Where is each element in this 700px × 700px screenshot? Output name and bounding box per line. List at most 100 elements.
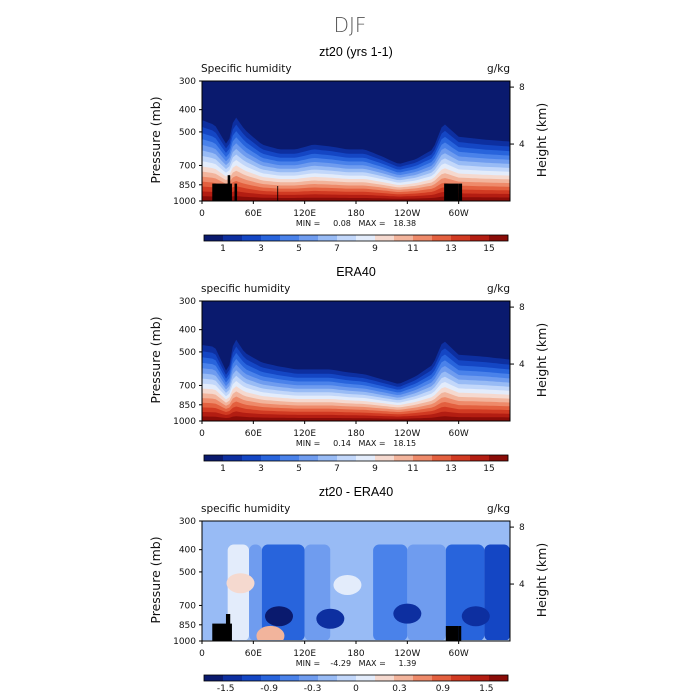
y-tick-label: 850 [179,181,196,191]
y-tick-label: 700 [179,601,196,611]
colorbar-swatch [394,455,414,461]
colorbar-swatch [204,455,224,461]
panel-difference: zt20 - ERA40 specific humidity g/kg Pres… [148,485,549,694]
left-label: specific humidity [201,503,290,515]
y2-tick-label: 4 [519,140,525,150]
topography-mask [458,626,462,641]
contour-blob [265,606,293,627]
colorbar-label: 11 [407,244,418,254]
topography-mask [458,183,463,201]
y-axis-label: Pressure (mb) [148,96,163,183]
colorbar-swatch [432,455,452,461]
contour-band [249,544,262,641]
y-tick-label: 300 [179,517,196,527]
colorbar-swatch [261,455,281,461]
x-tick-label: 120E [293,209,316,219]
colorbar-swatch [356,675,376,681]
colorbar-label: 0.3 [392,684,406,694]
y-tick-label: 850 [179,621,196,631]
x-tick-label: 60W [448,429,468,439]
x-tick-label: 0 [199,429,205,439]
colorbar-frame [203,674,509,682]
colorbar-label: 13 [445,464,456,474]
colorbar-swatch [394,235,414,241]
units-label: g/kg [487,283,510,295]
colorbar-swatch [489,235,509,241]
topography-mask [227,175,231,201]
y-tick-label: 700 [179,161,196,171]
colorbar-swatch [299,455,319,461]
contour-blob [256,625,285,641]
colorbar-swatch [413,455,433,461]
topography-mask [445,626,459,641]
panel-era40: ERA40 specific humidity g/kg Pressure (m… [148,265,549,474]
y-tick-label: 700 [179,381,196,391]
contour-band [202,416,510,421]
left-label: Specific humidity [201,63,292,75]
colorbar-label: 3 [258,464,264,474]
colorbar-swatch [261,675,281,681]
colorbar-label: -0.3 [304,684,322,694]
y2-tick-label: 8 [519,303,525,313]
colorbar-swatch [337,455,357,461]
colorbar-swatch [318,675,338,681]
panel-title: zt20 - ERA40 [319,485,393,499]
colorbar-label: 5 [296,464,302,474]
colorbar-label: 15 [483,464,494,474]
y-tick-label: 1000 [173,197,196,207]
contour-band [202,639,510,641]
colorbar-label: 0 [353,684,359,694]
contour-blob [393,603,422,624]
colorbar-label: 1 [220,464,226,474]
y2-tick-label: 8 [519,523,525,533]
colorbar-swatch [375,455,395,461]
panel-title: zt20 (yrs 1-1) [319,45,393,59]
y-tick-label: 1000 [173,417,196,427]
topography-mask [225,614,231,641]
colorbar-swatch [299,675,319,681]
y-tick-label: 300 [179,297,196,307]
y2-axis-label: Height (km) [534,543,549,617]
panel-title: ERA40 [336,265,376,279]
contour-band [373,544,408,641]
colorbar-label: 1 [220,244,226,254]
colorbar-swatch [223,455,243,461]
colorbar-label: 5 [296,244,302,254]
x-tick-label: 0 [199,649,205,659]
min-max-text: MIN = 0.14 MAX = 18.15 [296,439,416,448]
y-tick-label: 500 [179,568,196,578]
x-tick-label: 60E [245,649,262,659]
colorbar-swatch [432,675,452,681]
x-tick-label: 0 [199,209,205,219]
colorbar-swatch [280,455,300,461]
colorbar-swatch [356,235,376,241]
colorbar-label: 15 [483,244,494,254]
figure-title: DJF [334,13,367,37]
colorbar-swatch [318,455,338,461]
colorbar-swatch [413,675,433,681]
colorbar-swatch [451,455,471,461]
x-tick-label: 60W [448,209,468,219]
colorbar-swatch [337,235,357,241]
colorbar-label: -0.9 [260,684,278,694]
topography-mask [277,186,279,201]
colorbar-label: 13 [445,244,456,254]
colorbar-swatch [470,235,490,241]
colorbar-frame [203,454,509,462]
panel-zt20: zt20 (yrs 1-1) Specific humidity g/kg Pr… [148,45,549,254]
colorbar-swatch [375,235,395,241]
min-max-text: MIN = -4.29 MAX = 1.39 [296,659,417,668]
y2-axis-label: Height (km) [534,103,549,177]
colorbar-label: 9 [372,464,378,474]
y-axis-label: Pressure (mb) [148,316,163,403]
contour-band [202,544,228,641]
contour-blob [316,608,345,629]
colorbar-swatch [337,675,357,681]
contour-blob [333,574,362,595]
colorbar-swatch [432,235,452,241]
y-tick-label: 500 [179,348,196,358]
units-label: g/kg [487,503,510,515]
colorbar-swatch [318,235,338,241]
colorbar-swatch [299,235,319,241]
colorbar-frame [203,234,509,242]
